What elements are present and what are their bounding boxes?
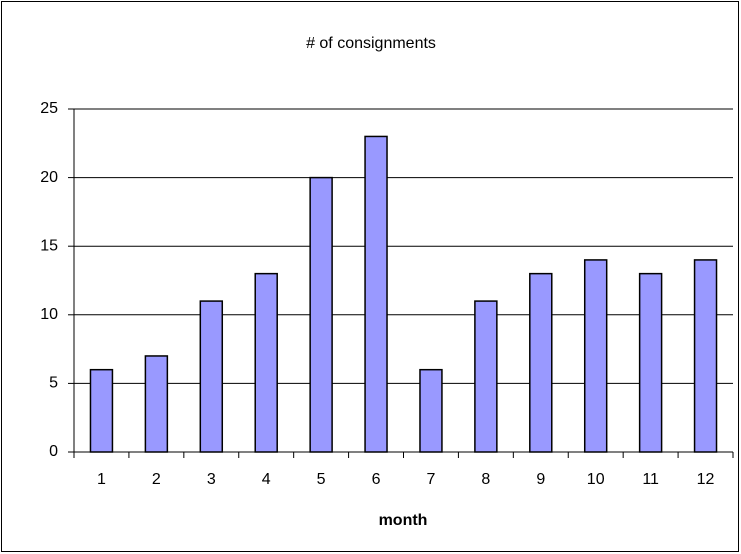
bar [144,355,169,453]
chart-title: # of consignments [306,35,436,52]
x-tick-label: 3 [207,471,216,488]
bar [638,272,663,453]
y-tick-label: 25 [40,100,58,117]
y-tick-label: 15 [40,237,58,254]
y-tick-label: 10 [40,306,58,323]
bar [364,135,388,453]
x-axis-label: month [379,512,428,529]
bar [474,300,498,453]
bar [693,259,718,453]
y-tick-label: 5 [49,375,58,392]
y-tick-label: 0 [49,443,58,460]
x-tick-label: 1 [97,471,106,488]
x-tick-label: 5 [317,471,326,488]
x-tick-label: 9 [536,471,545,488]
bar [254,272,278,453]
y-tick-label: 20 [40,169,58,186]
bar [529,272,553,453]
bar [583,259,608,453]
x-tick-label: 7 [427,471,436,488]
bar [419,368,443,453]
x-tick-label: 2 [152,471,161,488]
x-tick-label: 4 [262,471,271,488]
x-tick-label: 8 [481,471,490,488]
bar [199,300,224,453]
x-tick-label: 6 [372,471,381,488]
bar [89,368,114,453]
bar [309,176,333,453]
x-tick-label: 10 [587,471,605,488]
x-tick-label: 12 [697,471,715,488]
x-tick-label: 11 [642,471,659,488]
